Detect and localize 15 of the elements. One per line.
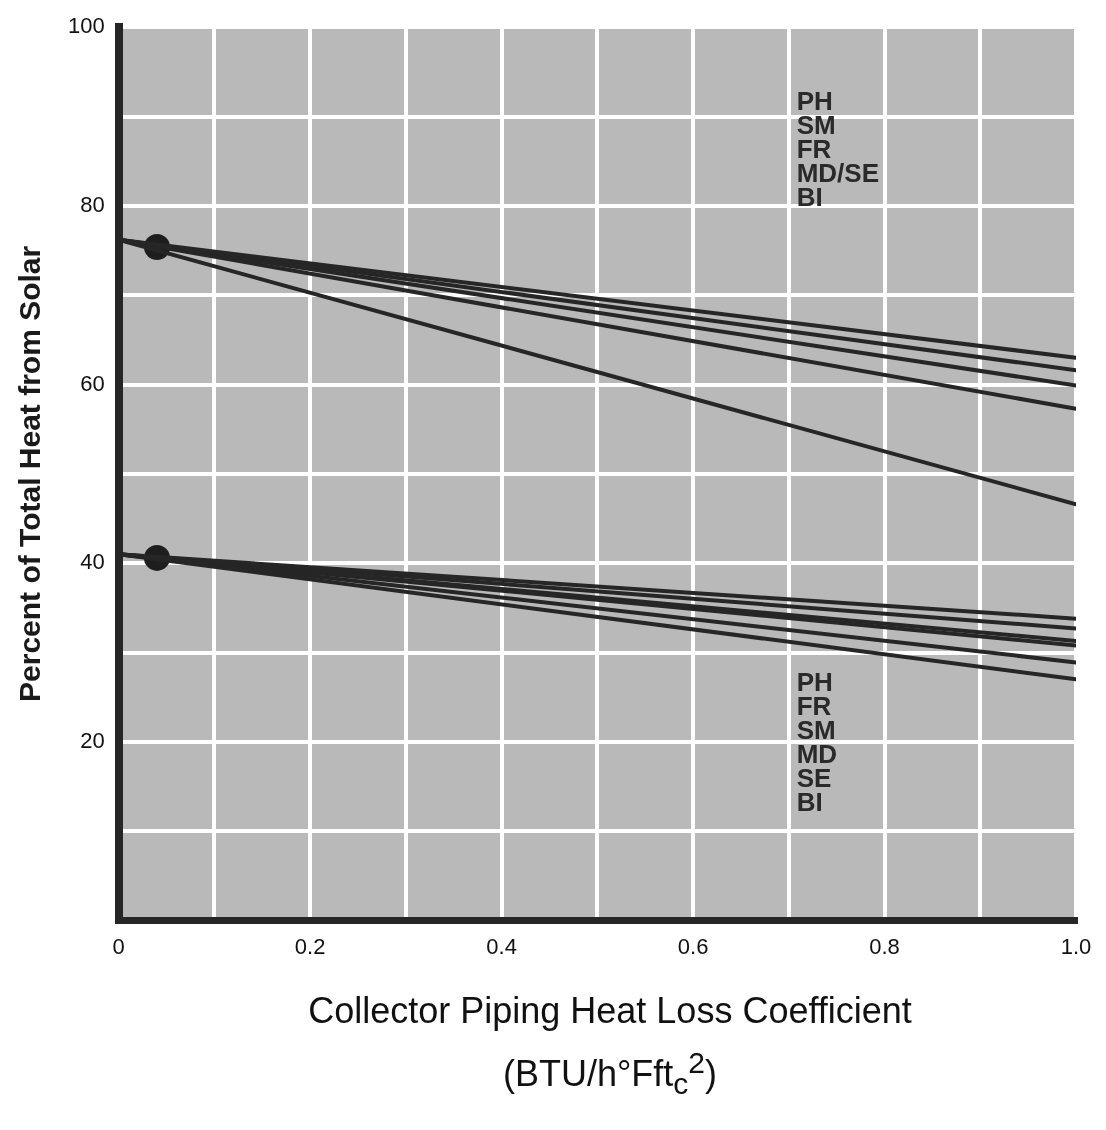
x-tick-label: 0: [112, 933, 125, 959]
x-tick-label: 0.8: [869, 933, 900, 959]
x-axis-title: Collector Piping Heat Loss Coefficient (BTU/h°Fft$_{c}$$^{2}$): [307, 989, 913, 1103]
annotation: PH FR SM MD SE BI: [796, 666, 838, 817]
y-tick-label: 80: [80, 191, 105, 217]
annotation: PH SM FR MD/SE BI: [796, 85, 880, 212]
y-axis-title: Percent of Total Heat from Solar: [13, 245, 47, 702]
x-tick-label: 0.6: [677, 933, 709, 959]
x-tick-label: 0.2: [294, 933, 326, 959]
y-tick-label: 100: [67, 13, 105, 39]
y-tick-label: 60: [80, 370, 105, 396]
x-tick-label: 0.4: [486, 933, 517, 959]
y-tick-label: 40: [80, 549, 105, 575]
x-tick-label: 1.0: [1060, 933, 1092, 959]
y-tick-label: 20: [80, 727, 105, 753]
